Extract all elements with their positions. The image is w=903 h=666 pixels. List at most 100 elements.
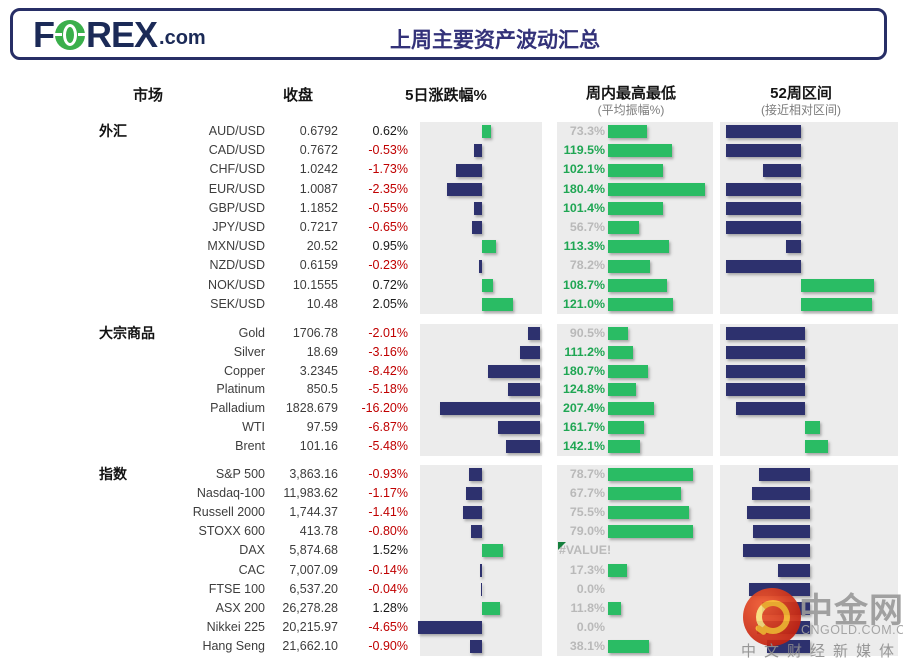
change-bar: [472, 221, 482, 235]
asset-name: DAX: [239, 543, 265, 558]
weekly-range-value: 113.3%: [563, 239, 605, 254]
weekly-range-value: 38.1%: [569, 638, 605, 653]
range52-bar: [801, 278, 875, 292]
change-bar: [508, 383, 540, 397]
asset-name: FTSE 100: [208, 581, 265, 596]
change-value: -0.14%: [368, 562, 408, 577]
change-bar: [480, 563, 482, 577]
col-header-market: 市场: [133, 87, 164, 104]
header: F REX .com 上周主要资产波动汇总: [10, 8, 887, 60]
change-value: -1.73%: [368, 162, 408, 177]
weekly-range-value: 78.7%: [569, 467, 605, 481]
change-value: -0.93%: [368, 467, 408, 481]
weekly-range-value: 11.8%: [570, 600, 605, 615]
change-bar: [482, 297, 513, 311]
logo-globe-dash-left: [55, 33, 62, 36]
asset-name: Hang Seng: [202, 638, 265, 653]
weekly-range-value: 119.5%: [563, 143, 605, 158]
close-value: 20,215.97: [282, 619, 338, 634]
asset-name: JPY/USD: [212, 220, 265, 234]
range52-bar: [743, 544, 810, 558]
asset-name: MXN/USD: [207, 239, 265, 254]
range52-bar: [758, 468, 811, 482]
col-subheader-weekly: (平均振幅%): [597, 103, 665, 117]
range52-bar: [726, 364, 806, 378]
weekly-range-value: #VALUE!: [559, 543, 612, 558]
close-value: 101.16: [299, 438, 338, 453]
close-value: 1.1852: [299, 200, 338, 215]
change-bar: [506, 439, 540, 453]
change-value: 0.62%: [372, 124, 408, 138]
change-value: -0.80%: [368, 524, 408, 539]
change-value: -0.65%: [368, 220, 408, 234]
asset-name: CAC: [238, 562, 265, 577]
logo-text-rex: REX: [86, 14, 158, 55]
change-bar: [482, 544, 503, 558]
close-value: 6,537.20: [289, 581, 338, 596]
weekly-range-bar: [608, 326, 629, 340]
section-label: 大宗商品: [99, 325, 155, 341]
cngold-watermark: 中金网 CNGOLD.COM.CN 中文财经新媒体: [735, 583, 903, 666]
close-value: 0.7672: [299, 143, 338, 158]
change-value: -16.20%: [361, 401, 408, 416]
weekly-range-value: 79.0%: [569, 524, 605, 539]
range52-bar: [726, 383, 806, 397]
range52-bar: [751, 487, 810, 501]
weekly-range-bar: [608, 439, 640, 453]
logo-globe-icon: [55, 20, 85, 50]
weekly-range-value: 75.5%: [569, 505, 605, 520]
change-bar: [527, 326, 540, 340]
change-value: -5.18%: [368, 382, 408, 397]
weekly-range-value: 73.3%: [569, 124, 605, 138]
weekly-range-bar: [608, 601, 621, 615]
weekly-range-bar: [608, 125, 648, 139]
range52-bar: [736, 402, 806, 416]
close-value: 97.59: [306, 420, 338, 434]
close-value: 1,744.37: [289, 505, 338, 520]
watermark-domain: CNGOLD.COM.CN: [801, 623, 903, 637]
weekly-range-bar: [608, 201, 663, 215]
close-value: 1706.78: [292, 326, 338, 340]
asset-name: Russell 2000: [192, 505, 265, 520]
change-bar: [471, 525, 482, 539]
close-value: 850.5: [306, 382, 338, 397]
change-bar: [480, 582, 482, 596]
change-value: -2.35%: [368, 181, 408, 196]
change-bar: [447, 182, 482, 196]
weekly-range-bar: [608, 639, 649, 653]
change-value: 1.28%: [372, 600, 408, 615]
asset-name: CHF/USD: [209, 162, 265, 177]
change-value: -1.41%: [368, 505, 408, 520]
weekly-range-bar: [608, 506, 690, 520]
asset-name: Nikkei 225: [206, 619, 265, 634]
change-value: -1.17%: [368, 486, 408, 501]
asset-name: NZD/USD: [209, 258, 265, 273]
change-bar: [482, 601, 500, 615]
col-header-range52: 52周区间: [770, 85, 832, 102]
asset-name: EUR/USD: [208, 181, 265, 196]
change-bar: [418, 620, 482, 634]
close-value: 10.48: [306, 296, 338, 311]
weekly-range-value: 101.4%: [562, 200, 605, 215]
range52-bar: [726, 221, 801, 235]
change-value: -5.48%: [368, 438, 408, 453]
change-bar: [482, 278, 493, 292]
range52-bar: [726, 182, 801, 196]
weekly-range-bar: [608, 240, 669, 254]
asset-name: Nasdaq-100: [196, 486, 265, 501]
asset-name: WTI: [242, 420, 265, 434]
close-value: 413.78: [299, 524, 338, 539]
weekly-range-bar: [608, 144, 673, 158]
change-value: 0.95%: [372, 239, 408, 254]
change-value: 0.72%: [372, 277, 408, 292]
asset-name: Platinum: [216, 382, 265, 397]
weekly-range-value: 78.2%: [569, 258, 605, 273]
section-label: 指数: [99, 466, 127, 482]
change-value: -3.16%: [368, 344, 408, 359]
watermark-name: 中金网: [799, 592, 903, 630]
close-value: 11,983.62: [283, 486, 338, 501]
logo-text-f: F: [33, 14, 55, 55]
asset-name: STOXX 600: [198, 524, 265, 539]
range52-bar: [726, 259, 801, 273]
change-bar: [456, 163, 482, 177]
